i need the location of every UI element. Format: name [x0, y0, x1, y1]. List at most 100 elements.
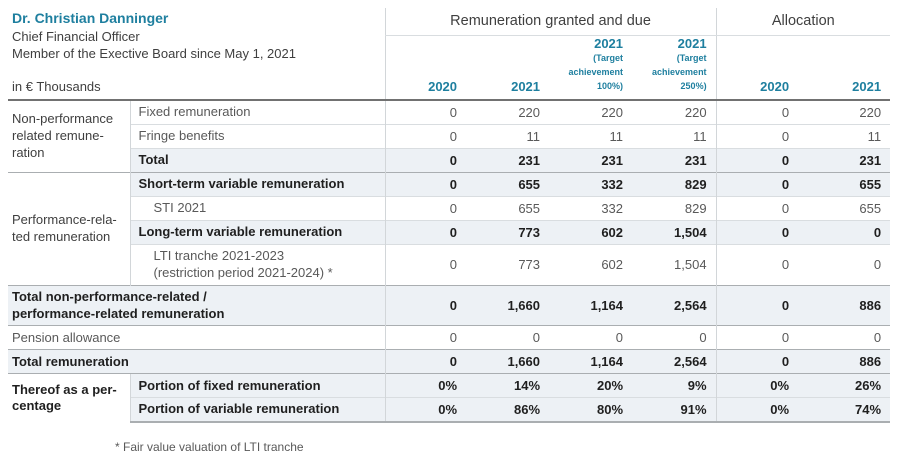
col-header-granted-2021: 2021	[511, 79, 541, 94]
cell-value: 0%	[384, 373, 467, 398]
cell-value: 91%	[632, 397, 717, 424]
cell-value: 11	[632, 123, 717, 149]
year-label: 2021	[594, 36, 624, 52]
table-row-long-term-variable: Long-term variable remuneration 0 773 60…	[8, 219, 891, 245]
year-label: 2021	[677, 36, 707, 52]
table-row-portion-variable: Portion of variable remuneration 0% 86% …	[8, 397, 891, 424]
cell-value: 220	[549, 98, 633, 125]
col-header-granted-2021-target-250: 2021 (Target achievement 250%)	[632, 35, 716, 100]
cell-value: 655	[466, 171, 550, 197]
cell-value: 231	[632, 147, 717, 173]
cell-value: 26%	[798, 373, 891, 398]
table-row-fringe-benefits: Fringe benefits 0 11 11 11 0 11	[8, 123, 891, 149]
cell-value: 886	[798, 284, 891, 326]
cell-value: 0	[715, 98, 799, 125]
cell-value: 231	[798, 147, 891, 173]
category-non-performance: Non-performance related remune- ration	[8, 98, 130, 173]
cell-value: 0	[715, 123, 799, 149]
row-label: Total	[129, 147, 386, 173]
cell-value: 655	[466, 195, 550, 221]
table-row-total-combined: Total non-performance-related / performa…	[8, 284, 891, 326]
cell-value: 0	[384, 147, 467, 173]
cell-value: 886	[798, 349, 891, 374]
cell-value: 74%	[798, 397, 891, 424]
row-label: Short-term variable remuneration	[129, 171, 386, 197]
row-label: Long-term variable remuneration	[129, 219, 386, 245]
cell-value: 11	[798, 123, 891, 149]
cell-value: 0	[466, 325, 550, 350]
cell-value: 0	[715, 349, 799, 374]
col-header-granted-2020: 2020	[384, 35, 467, 100]
row-label: LTI tranche 2021-2023 (restriction perio…	[129, 243, 386, 286]
col-header-allocation-2020: 2020	[715, 35, 799, 100]
cell-value: 829	[632, 195, 717, 221]
row-label: Portion of variable remuneration	[129, 397, 386, 424]
cell-value: 0%	[384, 397, 467, 424]
cell-value: 602	[549, 243, 633, 286]
cell-value: 0	[384, 243, 467, 286]
cell-value: 0	[798, 219, 891, 245]
cell-value: 0	[715, 171, 799, 197]
cell-value: 0	[632, 325, 717, 350]
table-row-fixed-remuneration: Non-performance related remune- ration F…	[8, 98, 891, 173]
row-label: STI 2021	[129, 195, 386, 221]
cell-value: 1,164	[549, 284, 633, 326]
cell-value: 220	[632, 98, 717, 125]
table-row-lti-tranche: LTI tranche 2021-2023 (restriction perio…	[8, 243, 891, 286]
row-label: Total remuneration	[8, 349, 386, 374]
person-name: Dr. Christian Danninger	[12, 10, 169, 26]
cell-value: 0	[384, 195, 467, 221]
cell-value: 0	[798, 325, 891, 350]
cell-value: 1,504	[632, 243, 717, 286]
row-label: Total non-performance-related / performa…	[8, 284, 386, 326]
cell-value: 773	[466, 219, 550, 245]
row-label: Pension allowance	[8, 325, 386, 350]
column-group-allocation: Allocation	[715, 8, 891, 36]
cell-value: 602	[549, 219, 633, 245]
header-group-row: Dr. Christian Danninger Chief Financial …	[8, 8, 891, 94]
table-row-total-remuneration: Total remuneration 0 1,660 1,164 2,564 0…	[8, 349, 891, 374]
cell-value: 332	[549, 171, 633, 197]
cell-value: 0	[798, 243, 891, 286]
unit-note: in € Thousands	[12, 79, 101, 94]
person-meta: Dr. Christian Danninger Chief Financial …	[12, 10, 379, 98]
cell-value: 20%	[549, 373, 633, 398]
cell-value: 0	[715, 195, 799, 221]
row-label: Portion of fixed remuneration	[129, 373, 386, 398]
cell-value: 231	[466, 147, 550, 173]
cell-value: 231	[549, 147, 633, 173]
cell-value: 0	[715, 284, 799, 326]
cell-value: 829	[632, 171, 717, 197]
cell-value: 2,564	[632, 349, 717, 374]
category-thereof-percentage: Thereof as a per- centage	[8, 373, 130, 423]
cell-value: 86%	[466, 397, 550, 424]
cell-value: 0	[549, 325, 633, 350]
target-achievement-note: (Target achievement 100%)	[568, 53, 624, 92]
cell-value: 655	[798, 195, 891, 221]
table-row-portion-fixed: Thereof as a per- centage Portion of fix…	[8, 373, 891, 423]
cell-value: 0	[384, 284, 467, 326]
cell-value: 2,564	[632, 284, 717, 326]
column-group-granted-due: Remuneration granted and due	[384, 8, 717, 36]
col-header-granted-2021-target-100: 2021 (Target achievement 100%)	[549, 35, 632, 100]
cell-value: 0%	[715, 397, 799, 424]
cell-value: 0	[384, 171, 467, 197]
board-membership: Member of the Exective Board since May 1…	[12, 45, 296, 61]
cell-value: 11	[466, 123, 550, 149]
cell-value: 655	[798, 171, 891, 197]
cell-value: 0	[384, 123, 467, 149]
footnote: * Fair value valuation of LTI tranche	[115, 440, 304, 455]
cell-value: 0	[384, 325, 467, 350]
category-performance: Performance-rela- ted remuneration	[8, 171, 130, 286]
remuneration-table: Dr. Christian Danninger Chief Financial …	[8, 8, 891, 424]
cell-value: 80%	[549, 397, 633, 424]
row-label: Fixed remuneration	[129, 98, 386, 125]
header-year-row: 2020 2021 2021 (Target achievement 100%)…	[8, 35, 890, 100]
cell-value: 0	[715, 147, 799, 173]
cell-value: 1,164	[549, 349, 633, 374]
target-achievement-note: (Target achievement 250%)	[652, 53, 707, 92]
cell-value: 0	[715, 325, 799, 350]
cell-value: 0	[384, 98, 467, 125]
table-row-pension-allowance: Pension allowance 0 0 0 0 0 0	[8, 325, 891, 350]
